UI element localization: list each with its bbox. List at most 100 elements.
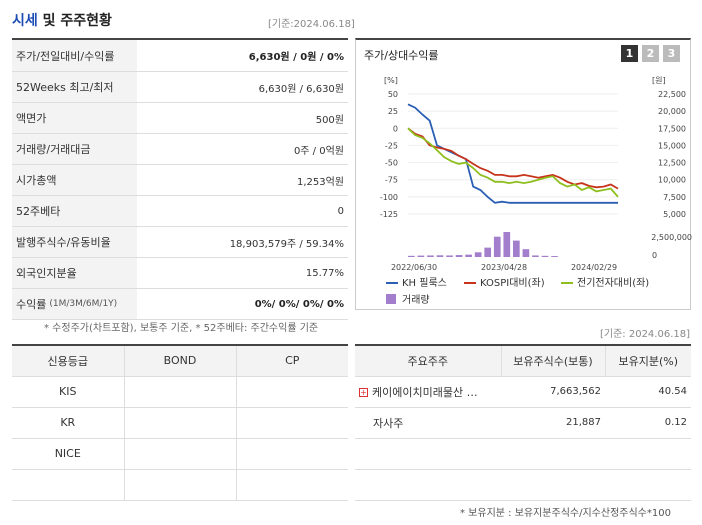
row-price: 주가/전일대비/수익률 6,630원 / 0원 / 0%	[12, 40, 348, 72]
left-axis-unit: [%]	[384, 76, 398, 85]
price-label: 주가/전일대비/수익률	[12, 40, 137, 71]
return-value: 0%/ 0%/ 0%/ 0%	[254, 298, 344, 310]
credit-col-bond: BOND	[123, 345, 236, 377]
legend-label: 거래량	[402, 294, 430, 306]
mcap-label: 시가총액	[12, 165, 137, 195]
major-holders-table: 주요주주 보유주식수(보통) 보유지분(%) + 케이에이치미래물산 … 7,66…	[355, 344, 691, 501]
table-row: NICE	[12, 438, 348, 470]
volume-bar	[522, 249, 530, 257]
volume-bar	[474, 252, 482, 257]
beta-label: 52주베타	[12, 196, 137, 226]
par-value: 500원	[315, 114, 344, 126]
right-tick-label: 5,000	[663, 210, 686, 219]
shares-label: 발행주식수/유동비율	[12, 227, 137, 257]
table-row: 자사주 21,887 0.12	[355, 407, 691, 439]
holders-col-name: 주요주주	[355, 345, 501, 377]
left-tick-label: 50	[388, 90, 398, 99]
beta-value: 0	[337, 205, 344, 217]
left-tick-label: -125	[380, 210, 398, 219]
chart-page-3[interactable]: 3	[663, 45, 680, 62]
shares-value: 18,903,579주 / 59.34%	[229, 238, 344, 250]
price-chart-panel: 주가/상대수익률 1 2 3 [%] [원] 50 25 0 -25 -50 -75 -100 -…	[355, 38, 692, 310]
credit-agency: KR	[12, 407, 124, 439]
price-value: 6,630원 / 0원 / 0%	[248, 52, 344, 63]
table-row: + 케이에이치미래물산 … 7,663,562 40.54	[355, 376, 691, 408]
right-tick-label: 12,500	[658, 159, 686, 168]
credit-col-cp: CP	[235, 345, 348, 377]
right-tick-label: 10,000	[658, 176, 686, 185]
row-shares: 발행주식수/유동비율 18,903,579주 / 59.34%	[12, 227, 348, 258]
holders-note: * 보유지분 : 보유지분주식수/지수산정주식수*100	[460, 508, 671, 519]
volume-tick-label: 2,500,000	[651, 233, 692, 242]
volume-bar	[532, 255, 539, 257]
holder-shares: 7,663,562	[501, 376, 605, 408]
holders-col-shares: 보유주식수(보통)	[500, 345, 605, 377]
quote-table: 주가/전일대비/수익률 6,630원 / 0원 / 0% 52Weeks 최고/…	[12, 38, 348, 320]
row-mcap: 시가총액 1,253억원	[12, 165, 348, 196]
table-row	[12, 469, 348, 501]
holder-name[interactable]: + 케이에이치미래물산 …	[355, 376, 501, 408]
holder-pct: 0.12	[605, 407, 691, 439]
credit-agency: KIS	[12, 376, 124, 408]
table-row: KIS	[12, 376, 348, 408]
x-tick-label: 2023/04/28	[481, 263, 527, 272]
relative-return-chart: [%] [원] 50 25 0 -25 -50 -75 -100 -125 22,500 20,000…	[380, 76, 692, 306]
holder-shares: 21,887	[501, 407, 605, 439]
section-title: 시세 및 주주현황	[12, 13, 112, 29]
volume-bar	[503, 232, 511, 257]
holder-name: 자사주	[355, 407, 501, 439]
series-line	[407, 127, 619, 190]
right-tick-label: 22,500	[658, 90, 686, 99]
legend-label: KH 필룩스	[402, 277, 447, 289]
chart-page-2[interactable]: 2	[642, 45, 659, 62]
left-tick-label: -25	[385, 141, 398, 150]
left-tick-label: -100	[380, 193, 398, 202]
right-tick-label: 7,500	[663, 193, 686, 202]
chart-page-1[interactable]: 1	[621, 45, 638, 62]
foreign-label: 외국인지분율	[12, 258, 137, 288]
x-tick-label: 2022/06/30	[391, 263, 437, 272]
volume-bar	[513, 240, 520, 257]
week52-label: 52Weeks 최고/최저	[12, 72, 137, 102]
legend-label: 전기전자대비(좌)	[577, 277, 649, 289]
volume-bar	[427, 255, 434, 257]
chart-title: 주가/상대수익률	[364, 49, 439, 62]
volume-label: 거래량/거래대금	[12, 134, 137, 164]
chart-pager: 1 2 3	[621, 45, 680, 62]
table-row	[355, 469, 691, 501]
row-return: 수익률 (1M/3M/6M/1Y) 0%/ 0%/ 0%/ 0%	[12, 289, 348, 320]
mcap-value: 1,253억원	[296, 176, 344, 188]
credit-col-grade: 신용등급	[12, 345, 124, 377]
week52-value: 6,630원 / 6,630원	[258, 83, 344, 95]
return-label: 수익률 (1M/3M/6M/1Y)	[12, 289, 137, 319]
volume-value: 0주 / 0억원	[293, 145, 344, 157]
left-tick-label: -75	[385, 176, 398, 185]
volume-bar	[417, 255, 425, 257]
expand-plus-icon[interactable]: +	[359, 388, 368, 397]
volume-bar	[408, 255, 415, 257]
holders-col-pct: 보유지분(%)	[604, 345, 691, 377]
x-tick-label: 2024/02/29	[571, 263, 617, 272]
right-tick-label: 17,500	[658, 124, 686, 133]
volume-bar	[446, 255, 453, 257]
row-volume: 거래량/거래대금 0주 / 0억원	[12, 134, 348, 165]
legend-swatch-volume	[386, 294, 396, 304]
foreign-value: 15.77%	[305, 267, 344, 279]
volume-bar	[484, 247, 492, 257]
table-row: KR	[12, 407, 348, 439]
row-foreign: 외국인지분율 15.77%	[12, 258, 348, 289]
row-52weeks: 52Weeks 최고/최저 6,630원 / 6,630원	[12, 72, 348, 103]
volume-bar	[541, 255, 549, 257]
reference-date: [기준:2024.06.18]	[268, 19, 355, 30]
table-row	[355, 438, 691, 470]
volume-bar	[551, 256, 558, 257]
right-tick-label: 15,000	[658, 141, 686, 150]
row-beta: 52주베타 0	[12, 196, 348, 227]
quote-note: * 수정주가(차트포함), 보통주 기준, * 52주베타: 주간수익률 기준	[44, 323, 319, 334]
volume-tick-label: 0	[652, 251, 657, 260]
left-tick-label: -50	[385, 159, 398, 168]
series-line	[407, 127, 619, 198]
holder-pct: 40.54	[605, 376, 691, 408]
volume-bar	[493, 236, 501, 257]
credit-agency: NICE	[12, 438, 124, 470]
